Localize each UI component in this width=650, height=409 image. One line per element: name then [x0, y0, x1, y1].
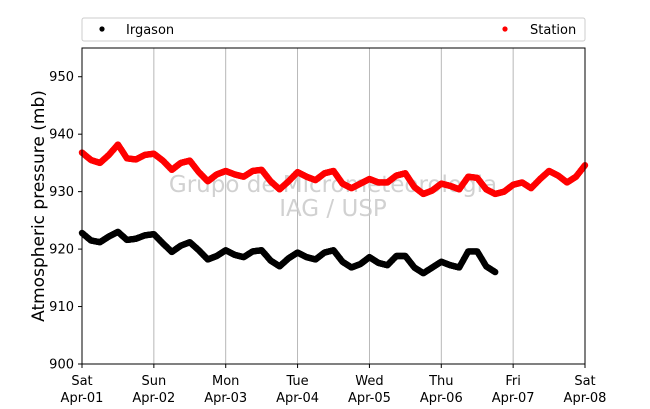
x-tick-label-date: Apr-02 [132, 391, 175, 406]
x-tick-label-day: Thu [428, 374, 453, 389]
y-tick-label: 910 [49, 300, 74, 315]
x-tick-label-day: Wed [355, 374, 383, 389]
y-axis: 900 910 920 930 940 950 [49, 70, 82, 373]
y-axis-label: Atmospheric pressure (mb) [29, 90, 49, 322]
x-tick-label-date: Apr-08 [564, 391, 607, 406]
x-tick-label-date: Apr-01 [61, 391, 104, 406]
y-tick-label: 930 [49, 185, 74, 200]
y-tick-label: 920 [49, 243, 74, 258]
legend-label-irgason: Irgason [126, 23, 174, 38]
x-tick-label-day: Fri [505, 374, 521, 389]
legend-label-station: Station [530, 23, 576, 38]
y-tick-label: 900 [49, 358, 74, 373]
x-tick-label-date: Apr-04 [276, 391, 319, 406]
plot-frame [81, 47, 586, 365]
x-tick-label-date: Apr-03 [204, 391, 247, 406]
gridlines [153, 48, 514, 364]
legend: Irgason Station [81, 17, 586, 42]
legend-frame [81, 17, 586, 42]
legend-marker-station [502, 26, 508, 32]
series-irgason [78, 228, 499, 277]
x-tick-label-day: Sun [141, 374, 166, 389]
data-point [491, 268, 499, 276]
y-tick-label: 950 [49, 70, 74, 85]
x-tick-label-date: Apr-05 [348, 391, 391, 406]
x-tick-label-day: Sat [71, 374, 92, 389]
watermark: Grupo de Micrometeorologia IAG / USP [169, 172, 497, 222]
x-tick-label-date: Apr-06 [420, 391, 463, 406]
x-tick-label-day: Mon [212, 374, 239, 389]
legend-marker-irgason [99, 26, 105, 32]
watermark-line-2: IAG / USP [279, 196, 387, 222]
x-tick-label-day: Sat [574, 374, 595, 389]
y-tick-label: 940 [49, 128, 74, 143]
x-tick-label-day: Tue [285, 374, 308, 389]
series-station [78, 141, 589, 198]
x-tick-label-date: Apr-07 [492, 391, 535, 406]
x-axis: Sat Apr-01 Sun Apr-02 Mon Apr-03 Tue Apr-04 Wed A… [61, 364, 607, 406]
